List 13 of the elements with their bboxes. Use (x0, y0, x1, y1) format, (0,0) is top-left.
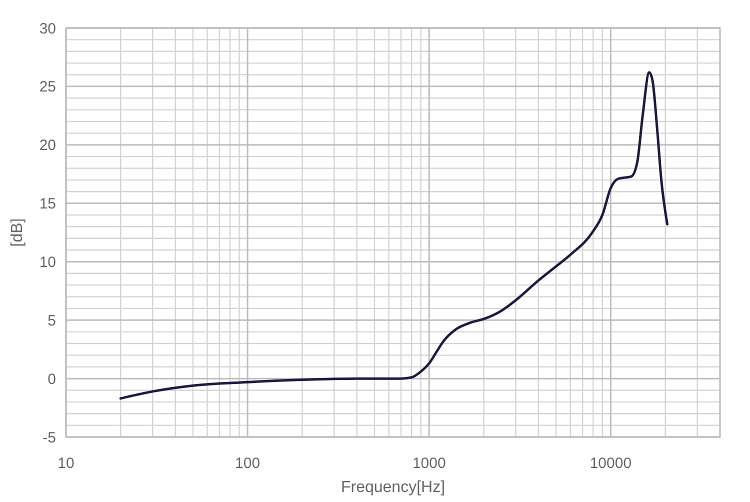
y-tick-label: 5 (48, 312, 56, 330)
y-tick-label: 0 (48, 370, 56, 388)
x-tick-label: 1000 (412, 455, 446, 472)
y-tick-label: 10 (39, 254, 56, 271)
y-tick-label: 30 (39, 20, 56, 38)
y-tick-label: 25 (39, 78, 56, 96)
y-tick-label: -5 (42, 429, 56, 446)
y-axis-title: [dB] (9, 218, 26, 247)
x-tick-label: 100 (235, 455, 260, 472)
x-tick-label: 10000 (590, 455, 632, 472)
y-tick-label: 20 (39, 137, 56, 154)
x-axis-title: Frequency[Hz] (340, 479, 446, 496)
y-tick-label: 15 (39, 196, 56, 213)
